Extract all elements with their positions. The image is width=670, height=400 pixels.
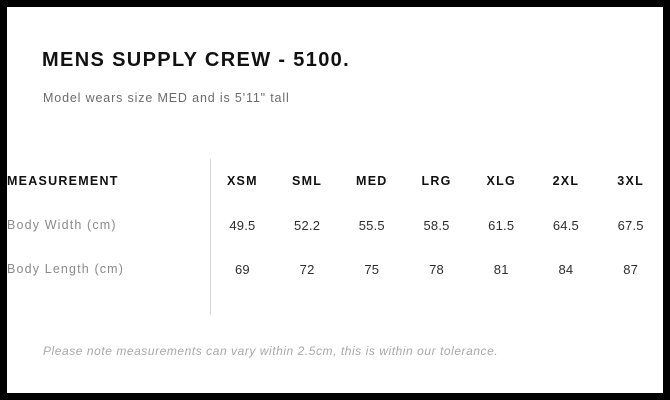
cell-body-width-xsm: 49.5 — [229, 217, 256, 233]
size-chart-canvas: MENS SUPPLY CREW - 5100. Model wears siz… — [7, 7, 663, 393]
cell-body-length-xsm: 69 — [234, 261, 250, 277]
cell-body-length-sml: 72 — [299, 261, 315, 277]
column-header-3xl: 3XL — [617, 174, 644, 188]
column-header-sml: SML — [292, 174, 323, 188]
cell-body-width-xlg: 61.5 — [488, 217, 515, 233]
column-header-measurement: MEASUREMENT — [7, 174, 119, 188]
cell-body-width-lrg: 58.5 — [423, 217, 450, 233]
cell-body-width-2xl: 64.5 — [552, 217, 579, 233]
table-row: Body Length (cm) 69 72 75 78 81 84 87 — [7, 247, 663, 291]
cell-body-width-med: 55.5 — [358, 217, 385, 233]
page-title: MENS SUPPLY CREW - 5100. — [42, 49, 351, 71]
cell-body-length-xlg: 81 — [493, 261, 509, 277]
size-table-container: MEASUREMENT XSM SML MED LRG XLG 2XL 3XL … — [7, 159, 663, 291]
table-header-row: MEASUREMENT XSM SML MED LRG XLG 2XL 3XL — [7, 159, 663, 203]
row-label-body-length: Body Length (cm) — [7, 262, 125, 276]
column-header-2xl: 2XL — [552, 174, 580, 188]
column-divider — [210, 159, 211, 315]
cell-body-length-med: 75 — [364, 261, 380, 277]
cell-body-length-lrg: 78 — [429, 261, 444, 277]
table-row: Body Width (cm) 49.5 52.2 55.5 58.5 61.5… — [7, 203, 663, 247]
row-label-body-width: Body Width (cm) — [7, 218, 117, 232]
column-header-lrg: LRG — [421, 174, 452, 188]
column-header-xlg: XLG — [486, 174, 516, 188]
cell-body-width-3xl: 67.5 — [617, 217, 644, 233]
tolerance-note: Please note measurements can vary within… — [43, 344, 499, 358]
size-table: MEASUREMENT XSM SML MED LRG XLG 2XL 3XL … — [7, 159, 663, 291]
column-header-xsm: XSM — [226, 174, 258, 188]
cell-body-width-sml: 52.2 — [294, 217, 321, 233]
column-header-med: MED — [356, 174, 388, 188]
cell-body-length-3xl: 87 — [623, 261, 639, 277]
page-subtitle: Model wears size MED and is 5'11" tall — [43, 91, 290, 105]
cell-body-length-2xl: 84 — [558, 261, 574, 277]
